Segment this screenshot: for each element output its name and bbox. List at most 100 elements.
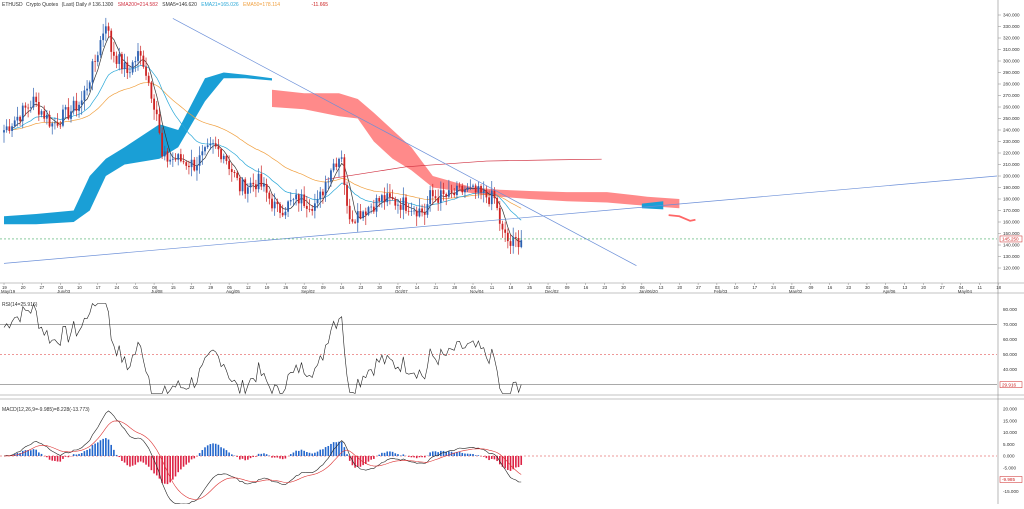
price-tick-label: 260.000 [1003, 105, 1020, 110]
macd-histogram-bar [100, 440, 102, 456]
candle-body [175, 159, 177, 160]
macd-histogram-bar [68, 456, 70, 457]
macd-tick-label: 10.000 [1003, 430, 1017, 435]
macd-histogram-bar [397, 454, 399, 456]
macd-histogram-bar [126, 456, 128, 465]
date-label: 23 [358, 285, 363, 290]
header-sma5: SMA5=146.620 [162, 2, 197, 8]
macd-histogram-bar [62, 456, 64, 459]
macd-histogram-bar [226, 450, 228, 456]
macd-histogram-bar [59, 456, 61, 462]
macd-histogram-bar [110, 445, 112, 456]
macd-histogram-bar [488, 456, 490, 460]
candle-body [507, 233, 509, 241]
candle-body [314, 203, 316, 210]
candle-body [290, 200, 292, 201]
candle-body [142, 56, 144, 67]
macd-histogram-bar [475, 455, 477, 456]
macd-histogram-bar [236, 456, 238, 457]
candle-body [491, 191, 493, 205]
price-tick-label: 240.000 [1003, 128, 1020, 133]
candle-body [25, 106, 27, 108]
month-label: Aug/05 [226, 289, 240, 294]
candle-body [330, 170, 332, 181]
candle-body [274, 202, 276, 209]
candle-body [209, 144, 211, 145]
candle-body [156, 110, 158, 114]
candle-body [381, 195, 383, 201]
price-tick-label: 130.000 [1003, 254, 1020, 259]
macd-histogram-bar [25, 450, 27, 456]
macd-histogram-bar [429, 452, 431, 456]
candle-body [392, 197, 394, 199]
macd-histogram-bar [362, 456, 364, 465]
macd-histogram-bar [33, 449, 35, 456]
macd-histogram-bar [518, 456, 520, 467]
candle-body [515, 237, 517, 238]
macd-tick-label: 5.000 [1003, 442, 1015, 447]
date-label: 26 [283, 285, 288, 290]
price-tick-label: 330.000 [1003, 24, 1020, 29]
macd-histogram-bar [285, 456, 287, 459]
price-tick-label: 300.000 [1003, 59, 1020, 64]
price-tick-label: 190.000 [1003, 185, 1020, 190]
date-label: 13 [902, 285, 907, 290]
candle-body [368, 207, 370, 215]
month-label: Jan/06/20 [639, 289, 658, 294]
candle-body [193, 160, 195, 171]
candle-body [271, 199, 273, 209]
price-tick-label: 270.000 [1003, 93, 1020, 98]
candle-body [78, 105, 80, 111]
candle-body [234, 172, 236, 173]
candle-body [92, 61, 94, 82]
macd-histogram-bar [317, 452, 319, 456]
candle-body [172, 159, 174, 160]
date-label: 17 [752, 285, 757, 290]
macd-histogram-bar [202, 450, 204, 456]
candle-body [384, 195, 386, 202]
macd-histogram-bar [277, 456, 279, 458]
candle-body [394, 199, 396, 206]
candle-body [41, 111, 43, 115]
candle-body [467, 187, 469, 189]
macd-histogram-bar [504, 456, 506, 468]
candle-body [266, 184, 268, 193]
price-tick-label: 320.000 [1003, 36, 1020, 41]
macd-histogram-bar [175, 456, 177, 476]
month-label: Nov/04 [470, 289, 484, 294]
macd-title: MACD(12,26,9=-9.985)=8.228(-13.773) [2, 407, 90, 413]
candle-body [51, 123, 53, 126]
macd-histogram-bar [260, 454, 262, 456]
macd-histogram-bar [118, 456, 120, 457]
macd-histogram-bar [413, 456, 415, 457]
candle-body [169, 160, 171, 162]
macd-histogram-bar [464, 454, 466, 456]
price-tick-label: 230.000 [1003, 139, 1020, 144]
price-tick-label: 340.000 [1003, 13, 1020, 18]
macd-histogram-bar [303, 451, 305, 456]
candle-body [148, 76, 150, 83]
candle-body [448, 190, 450, 197]
header-ema50: EMA50=178.114 [243, 2, 280, 8]
candle-body [464, 190, 466, 192]
macd-histogram-bar [411, 456, 413, 457]
macd-histogram-bar [386, 451, 388, 456]
macd-histogram-bar [231, 454, 233, 456]
candle-body [46, 115, 48, 119]
candle-body [445, 194, 447, 197]
macd-histogram-bar [370, 456, 372, 460]
date-label: 16 [340, 285, 345, 290]
candle-body [317, 199, 319, 203]
macd-histogram-bar [486, 456, 488, 458]
macd-histogram-bar [373, 456, 375, 459]
candle-body [282, 213, 284, 215]
candle-body [247, 187, 249, 194]
macd-histogram-bar [515, 456, 517, 468]
macd-histogram-bar [360, 456, 362, 467]
candle-body [121, 54, 123, 69]
macd-histogram-bar [19, 453, 21, 456]
candle-body [343, 157, 345, 185]
candle-body [54, 123, 56, 124]
candle-body [215, 143, 217, 146]
